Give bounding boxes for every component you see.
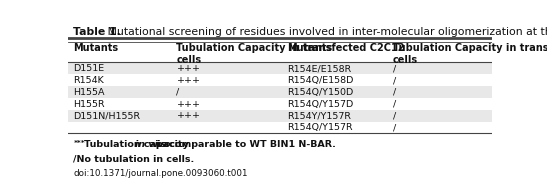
Bar [68, 74, 492, 86]
Text: R154Y/Y157R: R154Y/Y157R [287, 111, 351, 120]
Text: R154Q/Y157R: R154Q/Y157R [287, 123, 352, 132]
Text: R154K: R154K [73, 76, 104, 85]
Text: Table 1.: Table 1. [73, 27, 121, 37]
Text: /: / [393, 111, 396, 120]
Bar [68, 110, 492, 122]
Text: /: / [393, 100, 396, 109]
Text: H155A: H155A [73, 88, 105, 97]
Text: R154E/E158R: R154E/E158R [287, 64, 351, 73]
Text: D151E: D151E [73, 64, 104, 73]
Text: /: / [393, 123, 396, 132]
Text: Mutants: Mutants [73, 43, 119, 53]
Text: in vivo: in vivo [135, 140, 170, 149]
Text: /: / [393, 76, 396, 85]
Text: D151N/H155R: D151N/H155R [73, 111, 141, 120]
Text: Tubulation Capacity in transfected C2C12
cells: Tubulation Capacity in transfected C2C12… [177, 43, 405, 65]
Text: R154Q/E158D: R154Q/E158D [287, 76, 353, 85]
Bar [68, 86, 492, 98]
Text: is comparable to WT BIN1 N-BAR.: is comparable to WT BIN1 N-BAR. [154, 140, 336, 149]
Text: Mutational screening of residues involved in inter-molecular oligomerization at : Mutational screening of residues involve… [104, 27, 547, 37]
Text: H155R: H155R [73, 100, 105, 109]
Text: R154Q/Y157D: R154Q/Y157D [287, 100, 353, 109]
Text: doi:10.1371/journal.pone.0093060.t001: doi:10.1371/journal.pone.0093060.t001 [73, 169, 248, 178]
Text: /No tubulation in cells.: /No tubulation in cells. [73, 154, 195, 163]
Text: /: / [393, 64, 396, 73]
Text: /: / [177, 88, 180, 97]
Bar [68, 122, 492, 133]
Text: R154Q/Y150D: R154Q/Y150D [287, 88, 353, 97]
Text: Tubulation Capacity in transfected C2C12
cells: Tubulation Capacity in transfected C2C12… [393, 43, 547, 65]
Text: /: / [393, 88, 396, 97]
Text: Mutants: Mutants [287, 43, 332, 53]
Text: +++: +++ [177, 100, 201, 109]
Bar [68, 98, 492, 110]
Bar [68, 62, 492, 74]
Text: ***: *** [73, 140, 85, 146]
Text: +++: +++ [177, 111, 201, 120]
Text: +++: +++ [177, 76, 201, 85]
Text: +++: +++ [177, 64, 201, 73]
Text: Tubulation capacity: Tubulation capacity [84, 140, 193, 149]
